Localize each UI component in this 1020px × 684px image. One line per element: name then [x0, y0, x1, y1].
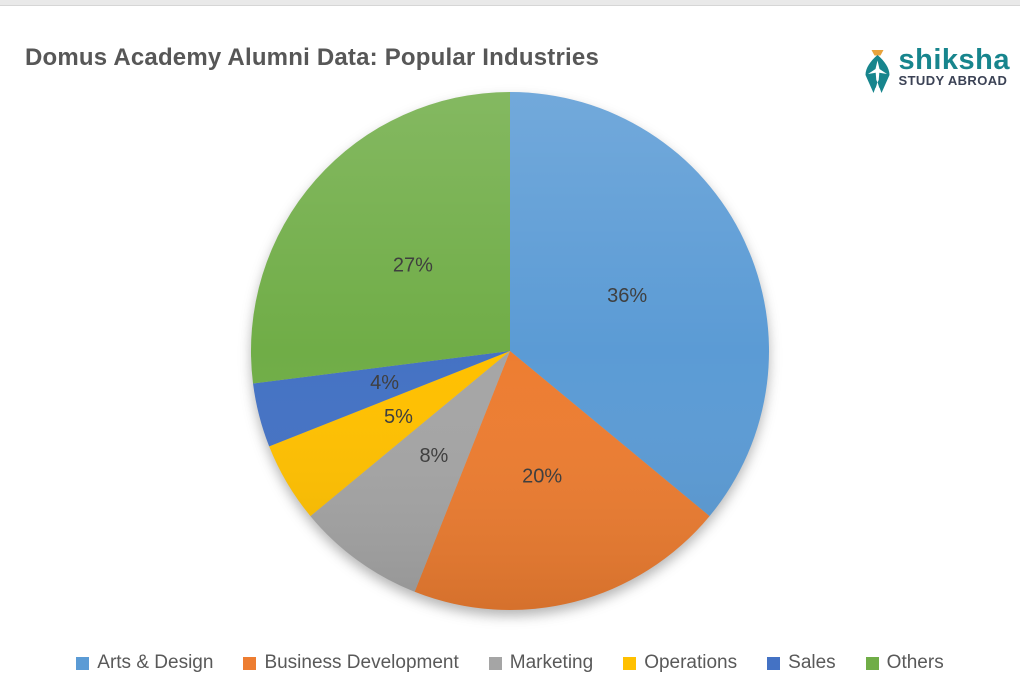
legend-label: Operations	[644, 652, 738, 673]
chart-legend: Arts & Design Business Development Marketi…	[0, 650, 1020, 676]
legend-label: Sales	[788, 652, 836, 673]
logo-brand-name: shiksha	[898, 44, 1010, 76]
legend-label: Business Development	[264, 652, 459, 673]
legend-swatch	[488, 656, 502, 670]
data-label: 4%	[370, 372, 399, 394]
legend-swatch	[767, 656, 781, 670]
pie-labels-group: 36% 20% 8% 5% 4% 27%	[370, 254, 647, 487]
data-label: 36%	[607, 285, 647, 307]
top-border-bar	[0, 0, 1020, 6]
logo-text-block: shiksha STUDY ABROAD	[898, 44, 1011, 89]
pie-slices-group	[250, 92, 769, 610]
chart-title: Domus Academy Alumni Data: Popular Indus…	[25, 44, 599, 71]
legend-swatch	[243, 656, 257, 670]
legend-item-arts-design: Arts & Design	[76, 652, 213, 674]
pen-nib-icon	[865, 50, 889, 93]
data-label: 8%	[419, 445, 448, 467]
legend-label: Others	[886, 652, 944, 673]
pie-shading-overlay	[251, 92, 769, 610]
logo-tagline: STUDY ABROAD	[898, 73, 1008, 88]
legend-swatch	[76, 656, 90, 670]
data-label: 5%	[384, 406, 413, 428]
legend-label: Arts & Design	[97, 652, 214, 673]
legend-label: Marketing	[509, 652, 594, 673]
legend-swatch	[623, 656, 637, 670]
data-label: 20%	[522, 465, 562, 487]
data-label: 27%	[393, 254, 433, 276]
legend-item-marketing: Marketing	[488, 652, 594, 674]
legend-item-sales: Sales	[767, 652, 836, 674]
legend-item-business-development: Business Development	[243, 652, 459, 674]
brand-logo: shiksha STUDY ABROAD	[861, 44, 1011, 95]
legend-swatch	[865, 656, 879, 670]
legend-item-others: Others	[865, 652, 944, 674]
legend-item-operations: Operations	[623, 652, 737, 674]
